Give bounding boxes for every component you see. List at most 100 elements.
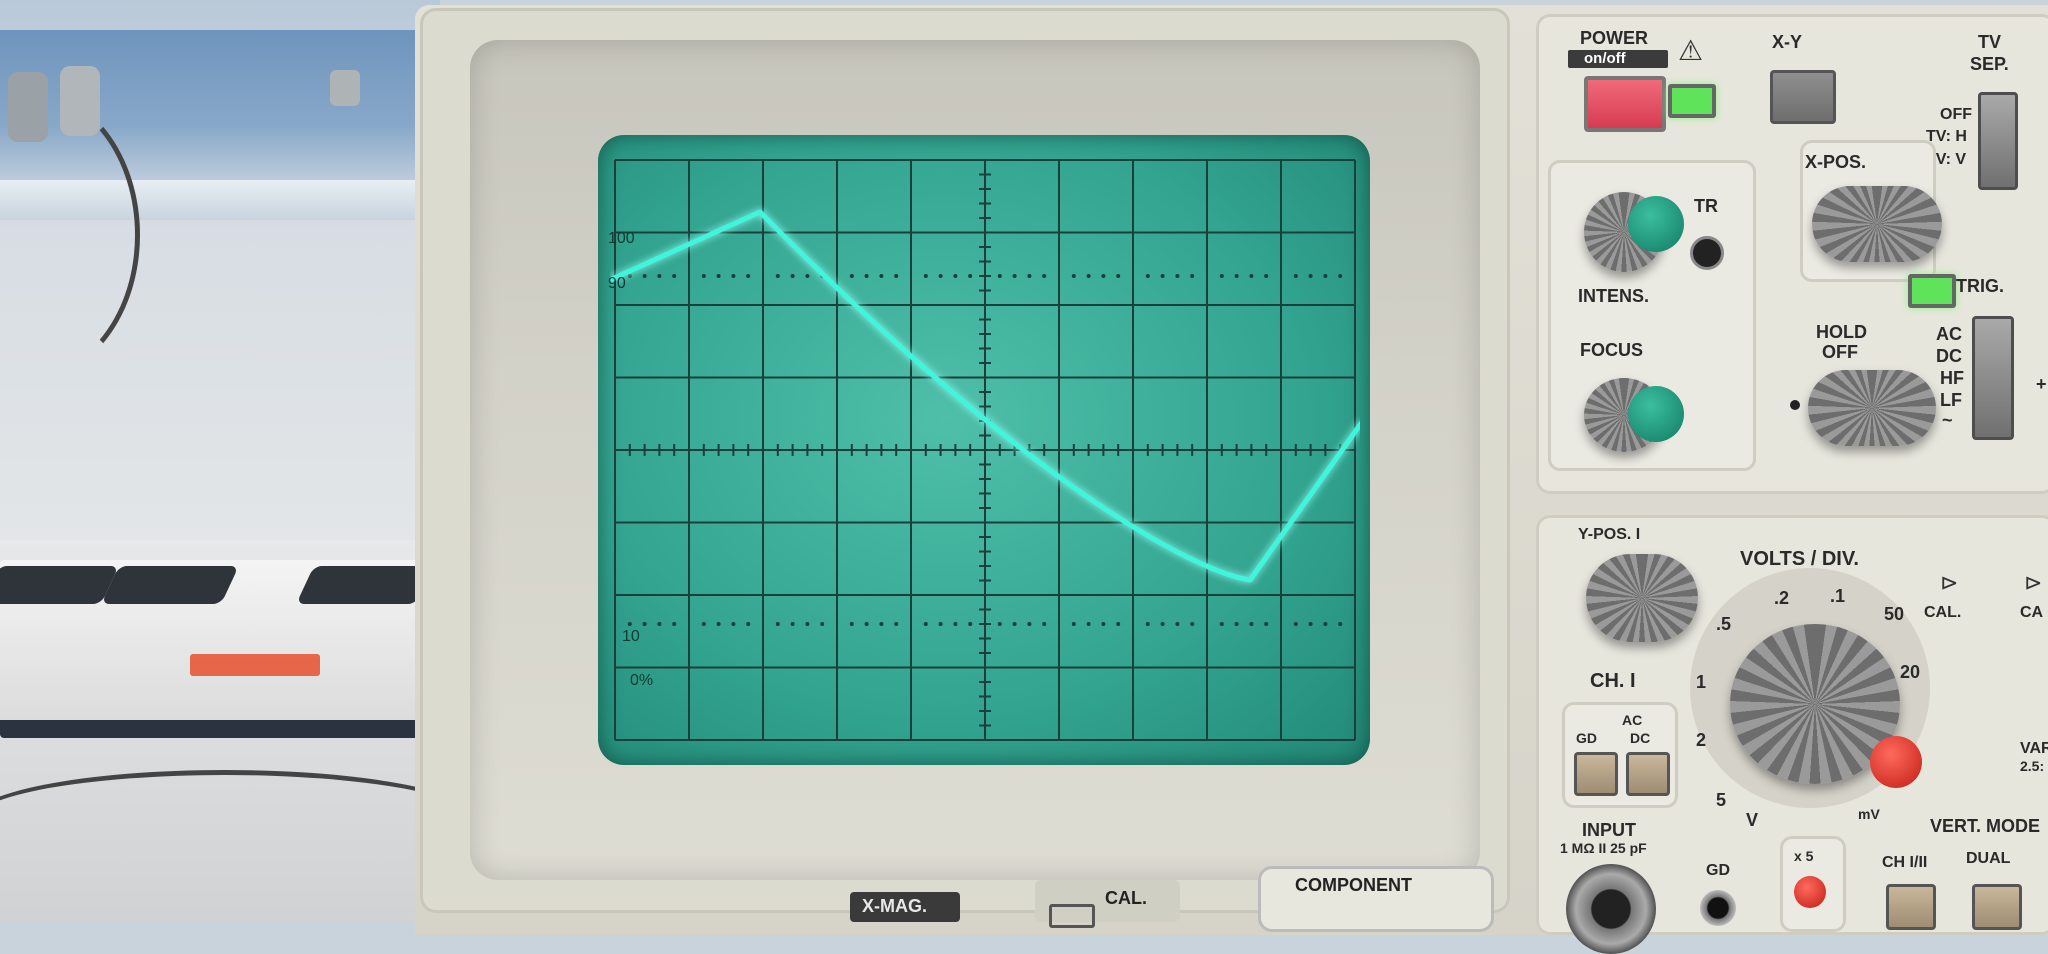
graticule-dot bbox=[1190, 622, 1195, 626]
intensity-knob[interactable] bbox=[1584, 192, 1684, 272]
cal-plate: CAL. bbox=[1035, 880, 1180, 928]
xpos-label: X-POS. bbox=[1805, 152, 1867, 172]
graticule-dot bbox=[1293, 274, 1298, 278]
coupling-ac-label: AC bbox=[1936, 324, 1962, 344]
vdiv-value-0.2: .2 bbox=[1774, 588, 1790, 608]
vdiv-unit-v: V bbox=[1746, 810, 1759, 830]
graticule-dot bbox=[1308, 622, 1313, 626]
graticule-dot bbox=[1175, 622, 1180, 626]
graticule-dot bbox=[1219, 274, 1224, 278]
graticule-dot bbox=[775, 622, 780, 626]
graticule-dot bbox=[1190, 274, 1195, 278]
graticule-dot bbox=[672, 274, 677, 278]
coupling-lf-label: LF bbox=[1940, 390, 1962, 410]
graticule-dot bbox=[923, 622, 928, 626]
ch12-button[interactable] bbox=[1886, 884, 1936, 930]
var-label: VAR bbox=[2020, 740, 2048, 757]
cal-bottom-label: CAL. bbox=[1105, 888, 1147, 908]
graticule-dot bbox=[805, 274, 810, 278]
graticule bbox=[610, 159, 1360, 741]
variable-gain-knob[interactable] bbox=[1870, 736, 1922, 788]
ch1-gd-label: GD bbox=[1576, 730, 1597, 746]
warning-triangle-icon: ⚠ bbox=[1678, 35, 1704, 66]
graticule-dot bbox=[849, 622, 854, 626]
cable bbox=[0, 770, 480, 870]
hold-off-knob[interactable] bbox=[1808, 370, 1936, 446]
focus-knob[interactable] bbox=[1584, 378, 1684, 452]
gd-jack-label: GD bbox=[1706, 862, 1730, 879]
graticule-dot bbox=[1086, 274, 1091, 278]
xy-button[interactable] bbox=[1770, 70, 1836, 124]
graticule-dot bbox=[997, 622, 1002, 626]
graticule-dot bbox=[805, 622, 810, 626]
vdiv-value-5: 5 bbox=[1716, 790, 1727, 810]
graticule-dot bbox=[1264, 274, 1269, 278]
graticule-dot bbox=[731, 274, 736, 278]
ch12-label: CH I/II bbox=[1882, 854, 1928, 871]
graticule-dot bbox=[849, 274, 854, 278]
graticule-dot bbox=[731, 622, 736, 626]
graticule-dot bbox=[1027, 622, 1032, 626]
ch1-label: CH. I bbox=[1590, 670, 1636, 692]
graticule-dot bbox=[1175, 274, 1180, 278]
power-socket bbox=[296, 566, 434, 604]
input-spec-label: 1 MΩ II 25 pF bbox=[1560, 840, 1647, 856]
var-sub-label: 2.5: bbox=[2020, 758, 2045, 774]
ch1-acdc-button[interactable] bbox=[1626, 752, 1670, 796]
trigger-indicator-led bbox=[1908, 274, 1956, 308]
graticule-dot bbox=[953, 274, 958, 278]
ypos-label: Y-POS. I bbox=[1578, 526, 1641, 543]
trace-rotation-control[interactable] bbox=[1690, 236, 1724, 270]
graticule-dot bbox=[864, 274, 869, 278]
hold-off-label-1: HOLD bbox=[1816, 322, 1867, 342]
tv-sep-label-2: SEP. bbox=[1970, 54, 2009, 74]
ch1-ac-label: AC bbox=[1622, 712, 1643, 728]
tv-sep-v-label: TV: V bbox=[1926, 151, 1967, 168]
graticule-dot bbox=[1116, 274, 1121, 278]
tv-sep-switch[interactable] bbox=[1978, 92, 2018, 190]
graticule-dot bbox=[1012, 622, 1017, 626]
shelf-connector bbox=[330, 70, 360, 106]
waveform-trace bbox=[610, 209, 1360, 583]
power-button[interactable] bbox=[1584, 76, 1666, 132]
graticule-dot bbox=[879, 274, 884, 278]
graticule-dot bbox=[1249, 622, 1254, 626]
power-onoff-label: on/off bbox=[1584, 50, 1626, 67]
coupling-hf-label: HF bbox=[1940, 368, 1964, 388]
trigger-coupling-switch[interactable] bbox=[1972, 316, 2014, 440]
focus-label: FOCUS bbox=[1580, 340, 1643, 360]
graticule-dot bbox=[746, 622, 751, 626]
power-onoff-plate: on/off bbox=[1568, 50, 1668, 68]
dual-button[interactable] bbox=[1972, 884, 2022, 930]
ground-jack[interactable] bbox=[1700, 890, 1736, 926]
input-label: INPUT bbox=[1582, 820, 1636, 840]
graticule-dot bbox=[790, 622, 795, 626]
vdiv-value-0.5: .5 bbox=[1716, 614, 1732, 634]
graticule-dot bbox=[820, 622, 825, 626]
ypos-knob[interactable] bbox=[1586, 554, 1698, 642]
graticule-dot bbox=[701, 274, 706, 278]
graticule-dot bbox=[938, 622, 943, 626]
graticule-dot bbox=[938, 274, 943, 278]
tv-sep-h-label: TV: H bbox=[1926, 128, 1967, 145]
graticule-dot bbox=[701, 622, 706, 626]
shelf-connector bbox=[8, 72, 48, 142]
x5-magnifier-button[interactable] bbox=[1794, 876, 1826, 908]
graticule-dot bbox=[672, 622, 677, 626]
hold-off-label-2: OFF bbox=[1822, 342, 1858, 362]
vdiv-value-50: 50 bbox=[1884, 604, 1905, 624]
vdiv-value-2: 2 bbox=[1696, 730, 1707, 750]
ch1-gd-button[interactable] bbox=[1574, 752, 1618, 796]
xpos-knob[interactable] bbox=[1812, 186, 1942, 262]
graticule-dot bbox=[1338, 274, 1343, 278]
coupling-dc-label: DC bbox=[1936, 346, 1962, 366]
ch1-input-bnc[interactable] bbox=[1566, 864, 1656, 954]
graticule-dot bbox=[1071, 274, 1076, 278]
vdiv-unit-mv: mV bbox=[1858, 806, 1880, 822]
graticule-dot bbox=[1042, 274, 1047, 278]
cal-icon: ⊳ bbox=[1940, 570, 1959, 595]
graticule-dot bbox=[1293, 622, 1298, 626]
vdiv-value-0.1: .1 bbox=[1830, 586, 1846, 606]
cal-terminal[interactable] bbox=[1049, 904, 1095, 928]
graticule-dot bbox=[1308, 274, 1313, 278]
